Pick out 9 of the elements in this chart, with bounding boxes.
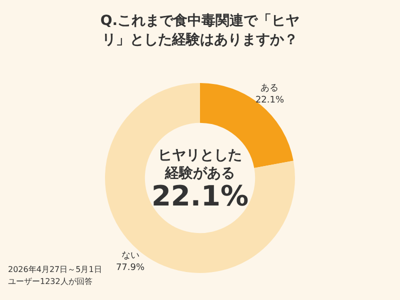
data-label: 22.1% [255, 96, 284, 106]
slice-label: ない [121, 251, 140, 262]
text: 2026年4月27日～5月1日 [8, 264, 102, 276]
text: ユーザー1232人が回答 [8, 276, 94, 288]
chart-title: Q.これまで食中毒関連で「ヒヤリ」とした経験はありますか？ [99, 12, 301, 50]
data-label: 77.9% [116, 263, 145, 274]
text: ヒヤリとした経験がある [158, 148, 242, 182]
slice-label: ある [260, 84, 279, 94]
text: 22.1% [151, 179, 249, 212]
